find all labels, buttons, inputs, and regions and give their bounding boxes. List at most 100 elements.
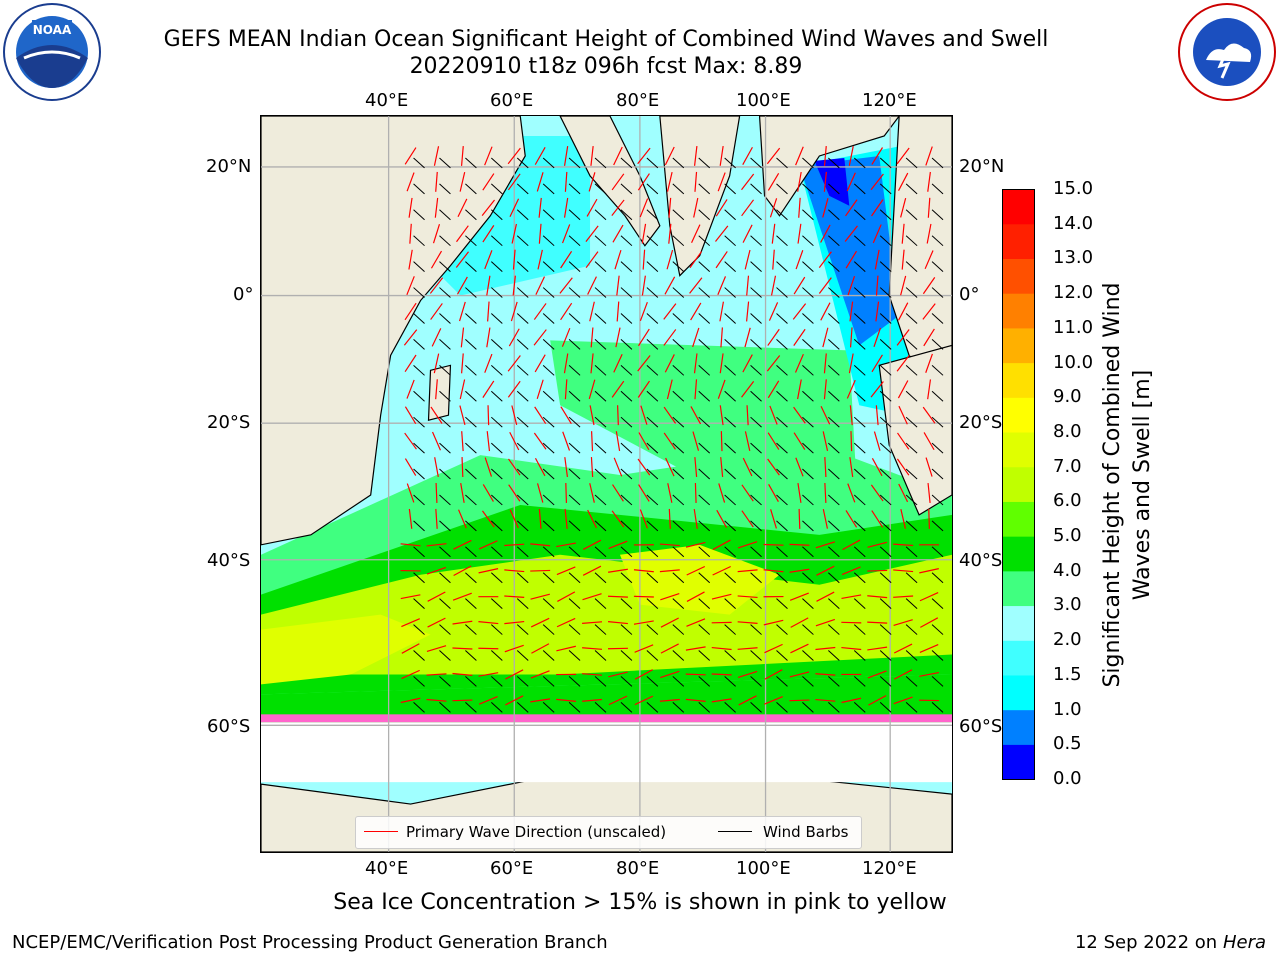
wave-arrow xyxy=(663,406,677,424)
right-lat-tick-0: 0° xyxy=(959,284,980,305)
wave-arrow xyxy=(588,172,596,192)
wave-arrow xyxy=(666,379,673,400)
wave-arrow xyxy=(922,303,936,320)
wind-barb xyxy=(750,287,762,298)
wave-arrow xyxy=(587,509,597,529)
wave-arrow xyxy=(920,617,939,628)
wind-barb xyxy=(931,494,944,506)
wind-barb xyxy=(931,390,944,402)
wave-arrow xyxy=(556,617,576,628)
left-lat-tick-60s: 60°S xyxy=(207,716,251,737)
top-lon-tick-100e: 100°E xyxy=(736,90,791,111)
wind-barb xyxy=(594,235,607,247)
wave-arrow xyxy=(400,594,421,600)
colorbar-label: Significant Height of Combined Wind Wave… xyxy=(1100,282,1155,688)
colorbar-tick-label: 3.0 xyxy=(1053,594,1082,616)
wave-arrow xyxy=(694,379,698,400)
wave-arrow xyxy=(664,276,676,295)
wind-barb xyxy=(465,701,477,713)
wave-arrow xyxy=(793,406,806,424)
wave-arrow xyxy=(537,249,543,270)
wind-barb xyxy=(802,468,814,480)
date-text: 12 Sep 2022 on xyxy=(1074,932,1218,953)
wind-barb xyxy=(620,209,633,221)
wind-barb xyxy=(594,183,607,195)
wave-arrow xyxy=(789,543,810,546)
wave-arrow xyxy=(487,405,490,426)
wave-arrow xyxy=(820,405,831,425)
wind-barb xyxy=(672,442,685,454)
wind-barb xyxy=(853,287,866,298)
wind-barb xyxy=(620,183,633,195)
legend-wave-label: Primary Wave Direction (unscaled) xyxy=(406,823,667,841)
wave-arrow xyxy=(431,328,442,347)
wind-barb xyxy=(568,261,581,272)
wave-arrow xyxy=(564,457,569,478)
wave-arrow xyxy=(846,379,856,399)
wind-barb xyxy=(698,701,711,713)
wind-barb xyxy=(439,390,451,402)
wave-arrow xyxy=(875,301,880,322)
wind-barb xyxy=(905,339,918,350)
colorbar-swatch xyxy=(1002,570,1035,607)
wave-arrow xyxy=(694,482,697,503)
wind-barb xyxy=(853,676,866,687)
wind-barb xyxy=(879,339,892,350)
wind-barb xyxy=(516,235,529,247)
wave-arrow xyxy=(686,618,706,627)
wave-arrow xyxy=(794,353,804,373)
wind-barb xyxy=(698,157,711,169)
wave-arrow xyxy=(590,145,594,166)
wave-arrow xyxy=(426,645,447,652)
wave-arrow xyxy=(763,543,784,546)
wave-arrow xyxy=(641,223,647,244)
wind-barb xyxy=(516,494,529,506)
wind-barb xyxy=(750,676,762,687)
wind-barb xyxy=(439,494,451,506)
wave-arrow xyxy=(504,644,524,653)
wave-arrow xyxy=(847,483,856,503)
wind-barb xyxy=(828,442,840,454)
wind-barb xyxy=(646,598,659,610)
wind-barb xyxy=(465,313,477,324)
wave-arrow xyxy=(720,457,724,478)
wind-barb xyxy=(516,157,529,169)
wave-arrow xyxy=(404,354,417,373)
wind-barb xyxy=(542,520,555,532)
wave-arrow xyxy=(737,621,758,624)
wave-arrow xyxy=(434,197,439,218)
wind-barb xyxy=(465,183,477,195)
wave-arrow xyxy=(692,431,700,451)
wind-barb xyxy=(594,442,607,454)
wind-barb xyxy=(568,468,581,480)
wind-barb xyxy=(620,494,633,506)
wave-arrow xyxy=(741,510,754,528)
wind-barb xyxy=(568,572,581,584)
wind-barb xyxy=(568,364,581,376)
wind-barb xyxy=(853,624,866,635)
wind-barb xyxy=(516,183,529,195)
wave-arrow xyxy=(637,173,650,191)
wind-barb xyxy=(490,364,503,376)
wave-arrow xyxy=(564,508,568,529)
wind-barb xyxy=(724,546,736,558)
wave-arrow xyxy=(897,172,909,191)
wind-barb xyxy=(646,520,659,532)
wind-barb xyxy=(802,701,814,713)
wave-arrow xyxy=(535,276,546,295)
wave-arrow xyxy=(426,566,447,575)
wind-barb xyxy=(931,468,944,480)
wave-arrow xyxy=(686,565,706,576)
wind-barb xyxy=(646,572,659,584)
wave-arrow xyxy=(823,379,827,400)
wave-arrow xyxy=(690,302,702,321)
wave-arrow xyxy=(719,301,725,322)
wind-barb xyxy=(905,157,918,169)
wind-barb xyxy=(594,676,607,687)
wave-arrow xyxy=(589,483,595,503)
wave-arrow xyxy=(764,669,783,680)
wave-arrow xyxy=(426,673,447,676)
wind-barb xyxy=(465,364,477,376)
wave-arrow xyxy=(582,539,602,550)
wind-barb xyxy=(568,676,581,687)
